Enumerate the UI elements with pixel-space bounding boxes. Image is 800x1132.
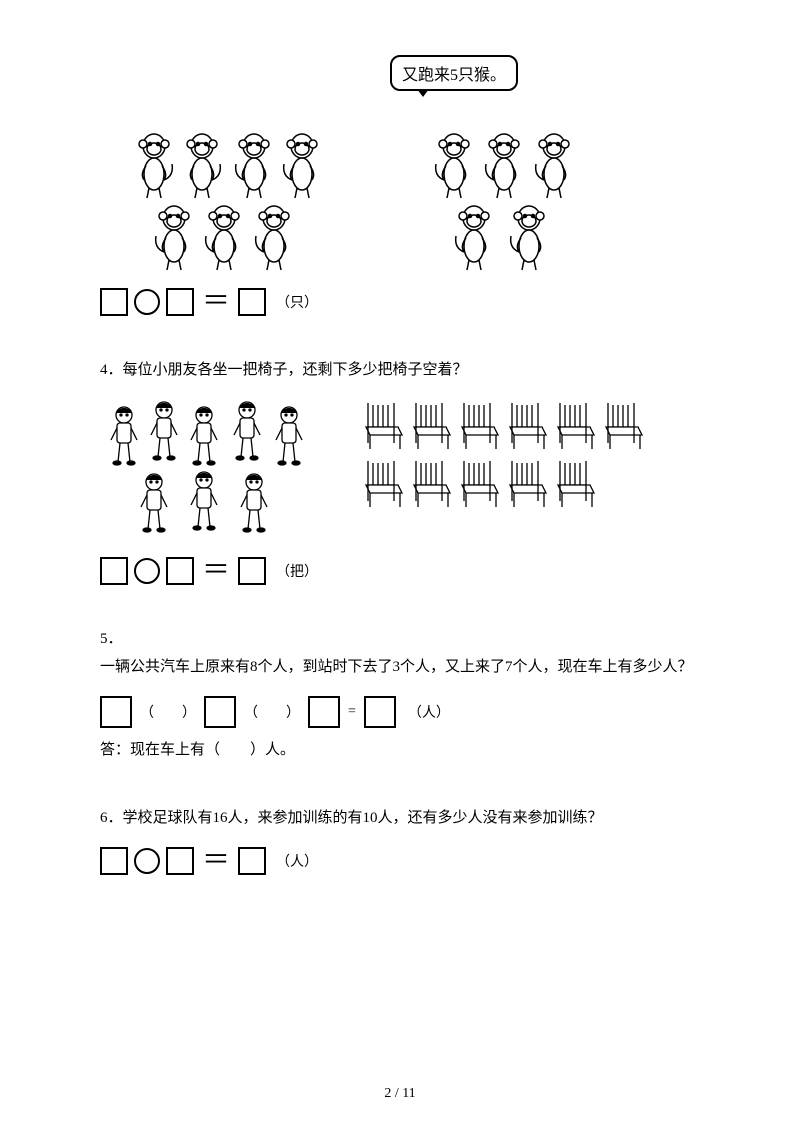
- chair-icon: [504, 457, 548, 511]
- equation-box: [364, 696, 396, 728]
- kids-chairs-scene: [100, 399, 700, 549]
- equation-box: [238, 557, 266, 585]
- equals-sign: ＝: [202, 557, 230, 585]
- equation-box: [100, 288, 128, 316]
- equation-box: [166, 847, 194, 875]
- monkey-icon: [250, 202, 298, 272]
- kid-icon: [145, 399, 183, 461]
- equals-sign: ＝: [202, 847, 230, 875]
- question-text: 5． 一辆公共汽车上原来有8个人，到站时下去了3个人，又上来了7个人，现在车上有…: [100, 625, 700, 682]
- monkey-icon: [450, 202, 498, 272]
- monkey-icon: [230, 130, 278, 200]
- equals-sign: ＝: [202, 288, 230, 316]
- equation-box: [308, 696, 340, 728]
- question-text: 4．每位小朋友各坐一把椅子，还剩下多少把椅子空着？: [100, 356, 700, 385]
- equation-operator: [134, 558, 160, 584]
- unit-label: （把）: [276, 561, 318, 581]
- chair-icon: [456, 457, 500, 511]
- kids-group: [100, 399, 330, 539]
- equation-soccer: ＝ （人）: [100, 847, 700, 875]
- chairs-group: [360, 399, 650, 515]
- chair-row: [360, 457, 650, 511]
- question-4: 4．每位小朋友各坐一把椅子，还剩下多少把椅子空着？: [100, 356, 700, 585]
- equation-box: [204, 696, 236, 728]
- chair-icon: [408, 457, 452, 511]
- kid-icon: [270, 404, 308, 466]
- monkey-icon: [278, 130, 326, 200]
- equation-box: [238, 847, 266, 875]
- equation-bus: （ ） （ ） = （人）: [100, 696, 700, 728]
- unit-label: （人）: [276, 851, 318, 871]
- question-6: 6．学校足球队有16人，来参加训练的有10人，还有多少人没有来参加训练？ ＝ （…: [100, 804, 700, 875]
- equation-operator: [134, 289, 160, 315]
- equation-box: [166, 557, 194, 585]
- equation-chairs: ＝ （把）: [100, 557, 700, 585]
- equation-box: [166, 288, 194, 316]
- paren-blank: （ ）: [244, 702, 300, 722]
- paren-blank: （ ）: [140, 702, 196, 722]
- answer-line: 答：现在车上有（ ）人。: [100, 736, 700, 765]
- question-5: 5． 一辆公共汽车上原来有8个人，到站时下去了3个人，又上来了7个人，现在车上有…: [100, 625, 700, 765]
- chair-icon: [408, 399, 452, 453]
- kid-icon: [228, 399, 266, 461]
- monkey-icon: [150, 202, 198, 272]
- equals-sign: =: [348, 704, 356, 720]
- equation-box: [100, 696, 132, 728]
- equation-operator: [134, 848, 160, 874]
- kid-icon: [105, 404, 143, 466]
- chair-icon: [552, 457, 596, 511]
- equation-box: [100, 557, 128, 585]
- monkey-icon: [200, 202, 248, 272]
- chair-icon: [360, 457, 404, 511]
- chair-icon: [360, 399, 404, 453]
- chair-icon: [600, 399, 644, 453]
- monkey-problem-section: 又跑来5只猴。: [100, 90, 700, 316]
- kid-icon: [185, 404, 223, 466]
- page-number: 2 / 11: [0, 1086, 800, 1102]
- chair-row: [360, 399, 650, 453]
- equation-box: [238, 288, 266, 316]
- unit-label: （只）: [276, 292, 318, 312]
- equation-monkeys: ＝ （只）: [100, 288, 700, 316]
- monkey-icon: [430, 130, 478, 200]
- monkey-icon: [505, 202, 553, 272]
- chair-icon: [552, 399, 596, 453]
- unit-label: （人）: [408, 702, 450, 722]
- monkey-icon: [480, 130, 528, 200]
- chair-icon: [504, 399, 548, 453]
- monkey-scene: [100, 90, 700, 280]
- question-text: 6．学校足球队有16人，来参加训练的有10人，还有多少人没有来参加训练？: [100, 804, 700, 833]
- equation-box: [100, 847, 128, 875]
- monkey-icon: [530, 130, 578, 200]
- chair-icon: [456, 399, 500, 453]
- monkey-icon: [130, 130, 178, 200]
- speech-bubble: 又跑来5只猴。: [390, 55, 518, 91]
- kid-icon: [185, 469, 223, 531]
- kid-icon: [135, 471, 173, 533]
- monkey-icon: [178, 130, 226, 200]
- kid-icon: [235, 471, 273, 533]
